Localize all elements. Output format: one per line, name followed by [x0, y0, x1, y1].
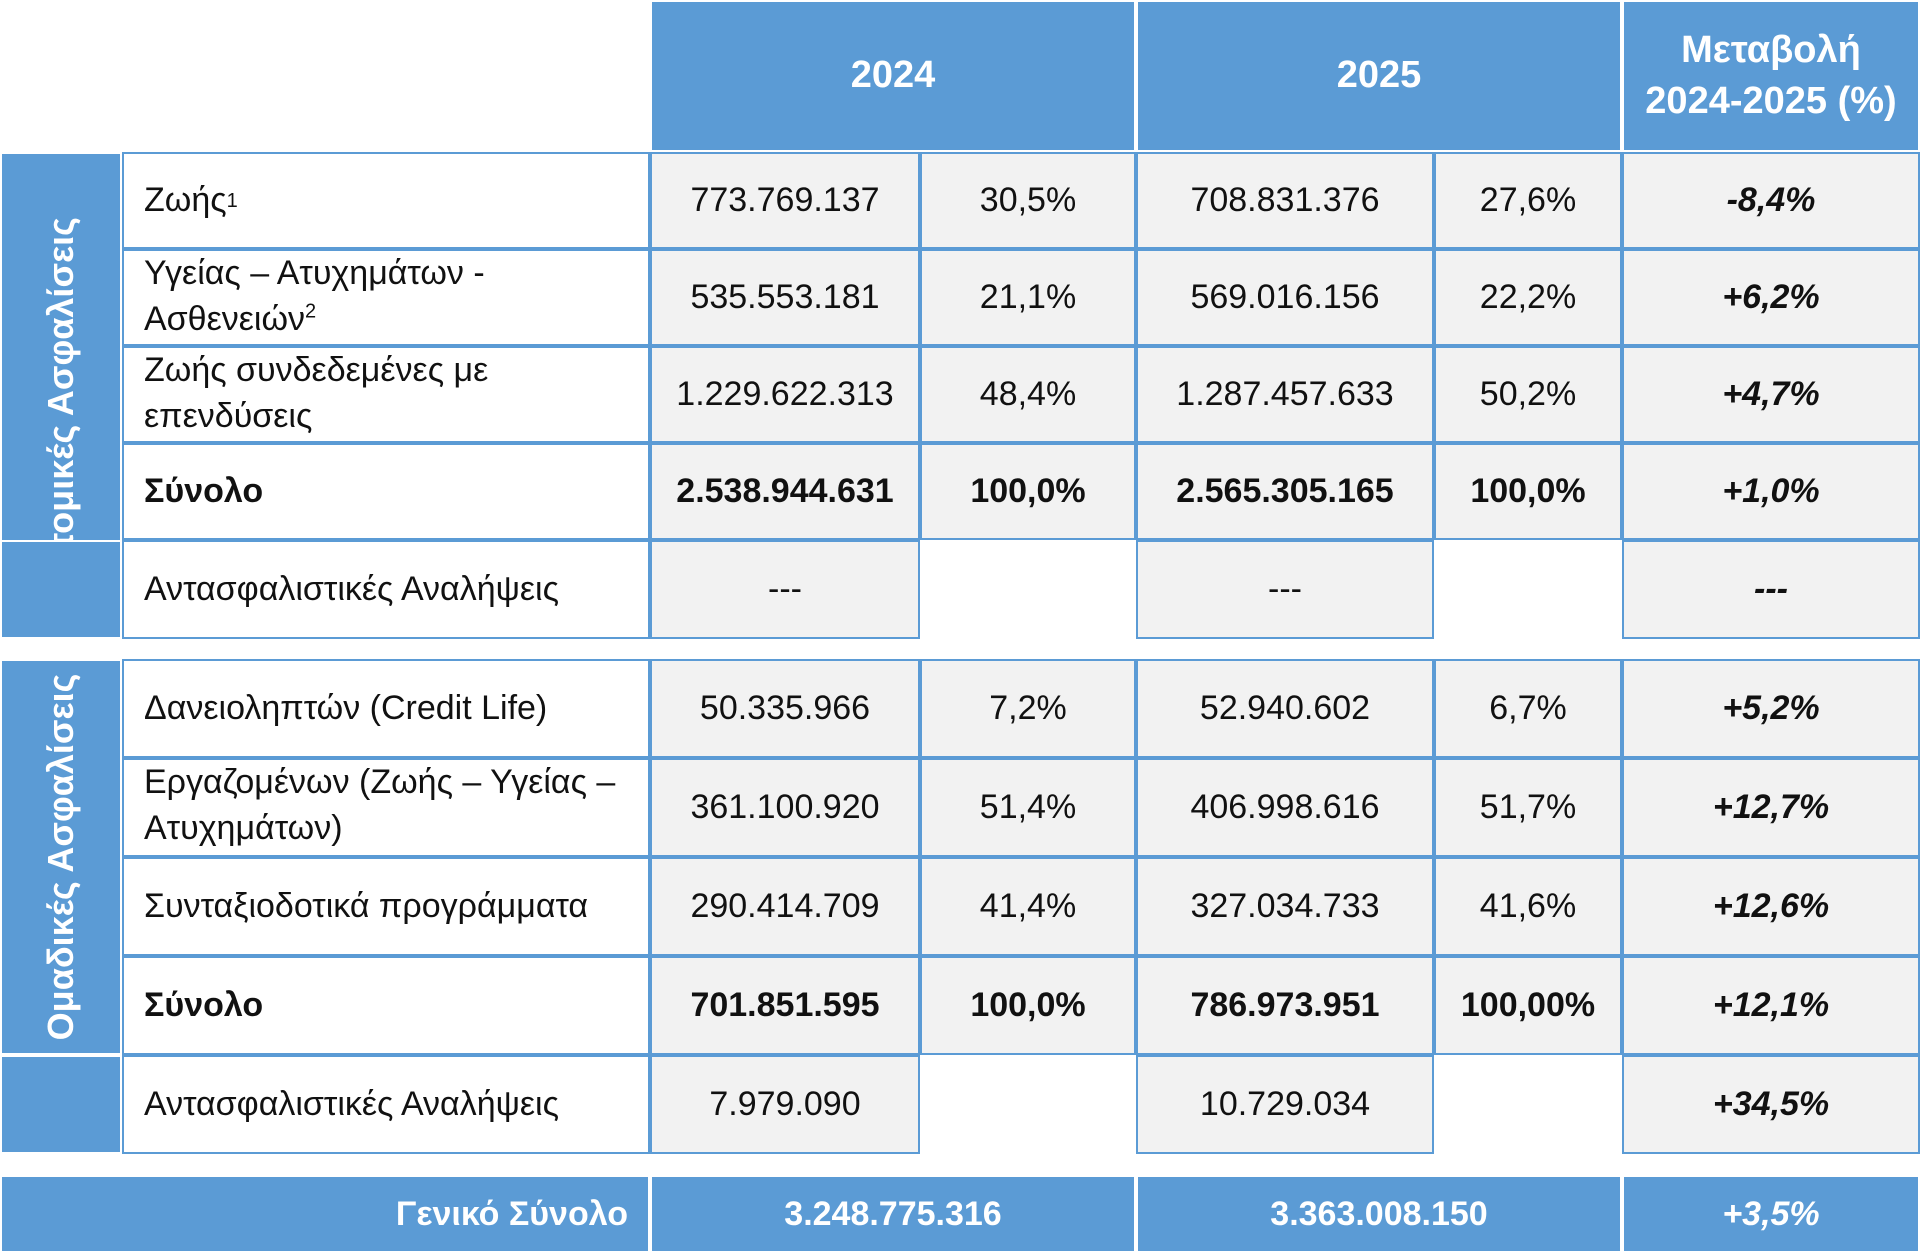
- row-label-line2: επενδύσεις: [144, 396, 313, 435]
- row-label: Ζωής συνδεδεμένες με επενδύσεις: [122, 346, 650, 443]
- reinsurance-label: Αντασφαλιστικές Αναλήψεις: [122, 1055, 650, 1154]
- share-2024: 7,2%: [920, 659, 1136, 758]
- section-label-spacer: [0, 540, 122, 639]
- share-2025: 27,6%: [1434, 152, 1622, 249]
- share-2025: 41,6%: [1434, 857, 1622, 956]
- section-label-group: Ομαδικές Ασφαλίσεις: [0, 659, 122, 1055]
- header-change-line1: Μεταβολή: [1681, 28, 1861, 71]
- total-value-2024: 701.851.595: [650, 956, 920, 1055]
- row-label: Εργαζομένων (Ζωής – Υγείας – Ατυχημάτων): [122, 758, 650, 857]
- value-2024: 361.100.920: [650, 758, 920, 857]
- section-label-group-text: Ομαδικές Ασφαλίσεις: [40, 673, 81, 1041]
- share-2024: 48,4%: [920, 346, 1136, 443]
- total-change-pct: +1,0%: [1622, 443, 1920, 540]
- row-label-line1: Εργαζομένων (Ζωής – Υγείας –: [144, 763, 616, 801]
- value-2025: 327.034.733: [1136, 857, 1434, 956]
- total-share-2025: 100,00%: [1434, 956, 1622, 1055]
- value-2024: 50.335.966: [650, 659, 920, 758]
- grand-total-label: Γενικό Σύνολο: [0, 1175, 650, 1253]
- total-value-2025: 2.565.305.165: [1136, 443, 1434, 540]
- total-label: Σύνολο: [122, 956, 650, 1055]
- reinsurance-value-2025: ---: [1136, 540, 1434, 639]
- change-pct: +6,2%: [1622, 249, 1920, 346]
- reinsurance-value-2024: 7.979.090: [650, 1055, 920, 1154]
- value-2025: 708.831.376: [1136, 152, 1434, 249]
- header-change: Μεταβολή 2024-2025 (%): [1622, 0, 1920, 152]
- row-label: Ζωής 1: [122, 152, 650, 249]
- header-2024: 2024: [650, 0, 1136, 152]
- header-2025: 2025: [1136, 0, 1622, 152]
- grand-total-2024: 3.248.775.316: [650, 1175, 1136, 1253]
- share-2025: 22,2%: [1434, 249, 1622, 346]
- change-pct: +5,2%: [1622, 659, 1920, 758]
- value-2024: 773.769.137: [650, 152, 920, 249]
- value-2025: 1.287.457.633: [1136, 346, 1434, 443]
- row-label: Υγείας – Ατυχημάτων - Ασθενειών2: [122, 249, 650, 346]
- section-label-individual-text: Ατομικές Ασφαλίσεις: [40, 216, 81, 575]
- share-2025: 50,2%: [1434, 346, 1622, 443]
- total-value-2025: 786.973.951: [1136, 956, 1434, 1055]
- total-share-2025: 100,0%: [1434, 443, 1622, 540]
- share-2024: 51,4%: [920, 758, 1136, 857]
- value-2025: 569.016.156: [1136, 249, 1434, 346]
- reinsurance-change-pct: +34,5%: [1622, 1055, 1920, 1154]
- row-label-text: Ζωής: [144, 180, 227, 219]
- footnote-marker: 2: [305, 300, 317, 323]
- share-2025: 51,7%: [1434, 758, 1622, 857]
- change-pct: +12,6%: [1622, 857, 1920, 956]
- section-label-spacer: [0, 1055, 122, 1154]
- value-2025: 52.940.602: [1136, 659, 1434, 758]
- row-label-line1: Ζωής συνδεδεμένες με: [144, 351, 489, 389]
- value-2024: 535.553.181: [650, 249, 920, 346]
- row-label: Δανειοληπτών (Credit Life): [122, 659, 650, 758]
- total-change-pct: +12,1%: [1622, 956, 1920, 1055]
- row-label-line1: Υγείας – Ατυχημάτων -: [144, 254, 485, 292]
- total-share-2024: 100,0%: [920, 443, 1136, 540]
- change-pct: +4,7%: [1622, 346, 1920, 443]
- share-2024: 41,4%: [920, 857, 1136, 956]
- header-change-line2: 2024-2025 (%): [1645, 80, 1897, 122]
- grand-total-change: +3,5%: [1622, 1175, 1920, 1253]
- total-share-2024: 100,0%: [920, 956, 1136, 1055]
- row-label-line2: Ασθενειών: [144, 299, 305, 338]
- total-value-2024: 2.538.944.631: [650, 443, 920, 540]
- total-label: Σύνολο: [122, 443, 650, 540]
- share-2025: 6,7%: [1434, 659, 1622, 758]
- reinsurance-value-2024: ---: [650, 540, 920, 639]
- reinsurance-value-2025: 10.729.034: [1136, 1055, 1434, 1154]
- row-label: Συνταξιοδοτικά προγράμματα: [122, 857, 650, 956]
- share-2024: 30,5%: [920, 152, 1136, 249]
- value-2025: 406.998.616: [1136, 758, 1434, 857]
- value-2024: 1.229.622.313: [650, 346, 920, 443]
- change-pct: +12,7%: [1622, 758, 1920, 857]
- row-label-line2: Ατυχημάτων): [144, 808, 343, 847]
- reinsurance-label: Αντασφαλιστικές Αναλήψεις: [122, 540, 650, 639]
- value-2024: 290.414.709: [650, 857, 920, 956]
- grand-total-2025: 3.363.008.150: [1136, 1175, 1622, 1253]
- share-2024: 21,1%: [920, 249, 1136, 346]
- change-pct: -8,4%: [1622, 152, 1920, 249]
- reinsurance-change-pct: ---: [1622, 540, 1920, 639]
